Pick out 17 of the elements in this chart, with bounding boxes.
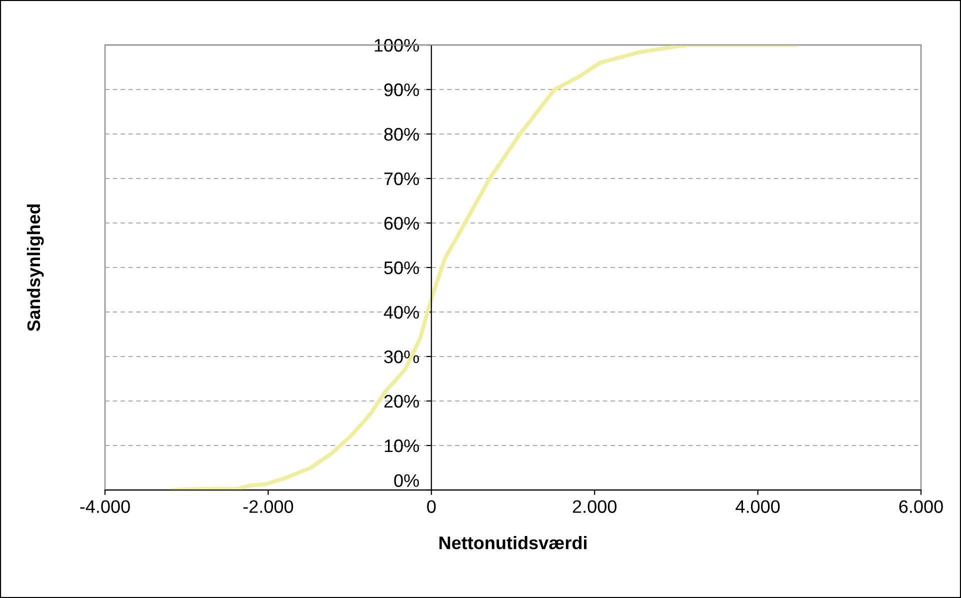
y-tick-label: 10% bbox=[384, 439, 419, 452]
x-tick-label: -4.000 bbox=[80, 500, 130, 513]
y-tick-label: 50% bbox=[384, 261, 419, 274]
x-tick-label: 2.000 bbox=[572, 500, 616, 513]
y-axis-title: Sandsynlighed bbox=[26, 204, 44, 332]
y-tick-label: 20% bbox=[384, 394, 419, 408]
x-tick-label: 0 bbox=[427, 500, 436, 513]
x-axis-title: Nettonutidsværdi bbox=[439, 536, 586, 550]
x-tick-label: 6.000 bbox=[899, 500, 943, 513]
x-tick-label: -2.000 bbox=[243, 500, 294, 513]
y-tick-label: 0% bbox=[394, 474, 419, 487]
y-tick-label: 80% bbox=[384, 128, 419, 141]
y-tick-label: 60% bbox=[384, 216, 419, 230]
x-tick-label: 4.000 bbox=[736, 500, 780, 513]
y-tick-label: 40% bbox=[384, 306, 419, 319]
y-tick-label: 70% bbox=[384, 172, 419, 186]
y-tick-label: 90% bbox=[384, 83, 419, 96]
